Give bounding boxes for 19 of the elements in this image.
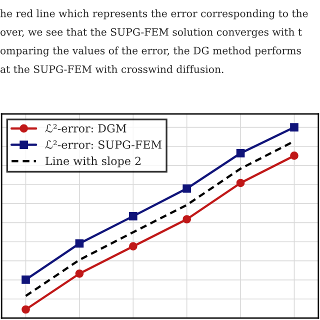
point <box>236 149 245 158</box>
point <box>75 239 84 248</box>
point <box>128 212 138 220</box>
legend-label: ℒ²-error: DGM <box>45 124 126 133</box>
text: over, we see that the SUPG-FEM solution converges with t <box>0 28 302 38</box>
point <box>75 269 84 278</box>
point <box>182 184 192 193</box>
legend-label: ℒ²-error: SUPG-FEM <box>45 140 162 149</box>
text: at the SUPG-FEM with crosswind diffusion. <box>0 65 224 74</box>
point <box>290 152 298 160</box>
text: he red line which represents the error corresponding to the <box>0 9 308 20</box>
point <box>236 178 245 188</box>
point <box>128 242 138 251</box>
point <box>290 123 298 132</box>
point <box>182 215 192 224</box>
text: omparing the values of the error, the DG method performs <box>0 46 301 56</box>
point <box>22 305 30 314</box>
legend-label: Line with slope 2 <box>46 156 140 168</box>
point <box>22 276 30 284</box>
